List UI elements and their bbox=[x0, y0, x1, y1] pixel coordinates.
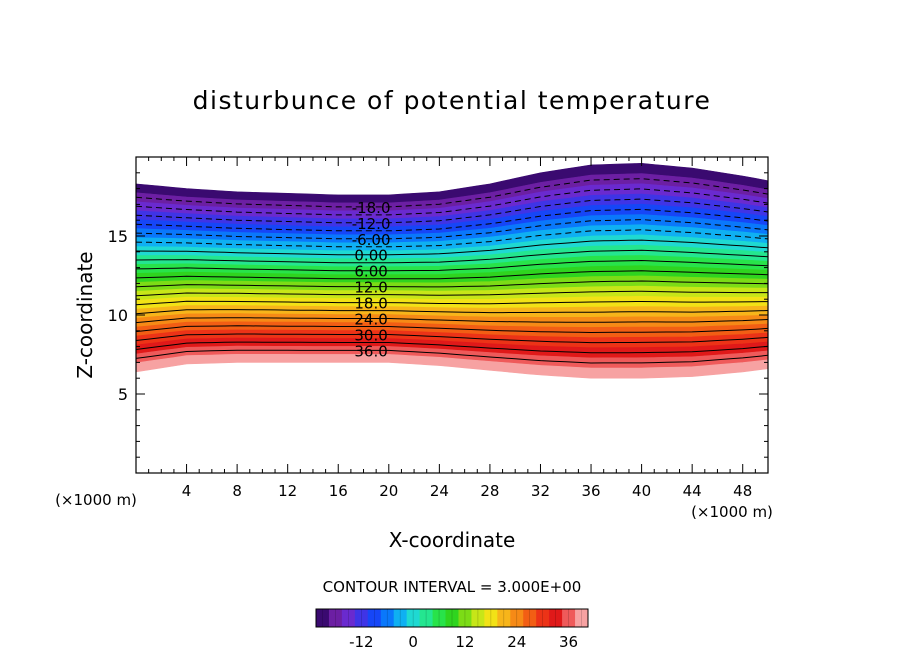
contour-line bbox=[135, 229, 769, 248]
contour-line bbox=[135, 309, 769, 315]
contour-label: 36.0 bbox=[354, 342, 387, 360]
y-tick-label: 15 bbox=[108, 227, 128, 246]
colorbar-frame bbox=[315, 608, 589, 628]
x-tick-label: 8 bbox=[232, 482, 242, 500]
contour-line bbox=[135, 188, 769, 216]
x-tick-label: 48 bbox=[733, 482, 752, 500]
colorbar-tick-label: 12 bbox=[455, 633, 474, 651]
contour-label: 0.00 bbox=[354, 247, 387, 265]
colorbar-cell bbox=[484, 609, 498, 627]
x-tick-label: 28 bbox=[480, 482, 499, 500]
x-tick-label: 24 bbox=[430, 482, 449, 500]
colorbar-cell bbox=[510, 609, 524, 627]
contour-label: 30.0 bbox=[354, 326, 387, 344]
colorbar-tick-label: -12 bbox=[349, 633, 374, 651]
contour-line bbox=[135, 341, 769, 354]
contour-line bbox=[135, 333, 769, 344]
colorbar-cell bbox=[497, 609, 511, 627]
contour-line bbox=[135, 259, 769, 272]
x-tick-label: 12 bbox=[278, 482, 297, 500]
colorbar-cell bbox=[575, 609, 589, 627]
contour-line bbox=[135, 178, 769, 208]
contour-line bbox=[135, 270, 769, 280]
contour-interval-label: CONTOUR INTERVAL = 3.000E+00 bbox=[323, 578, 582, 596]
colorbar-tick-label: 24 bbox=[507, 633, 526, 651]
contour-label: 24.0 bbox=[354, 311, 387, 329]
contour-line bbox=[135, 198, 769, 224]
colorbar-cell bbox=[316, 609, 330, 627]
colorbar-cell bbox=[354, 609, 369, 627]
colorbar-cell bbox=[393, 609, 408, 627]
contour-line bbox=[135, 349, 769, 364]
contour-line bbox=[135, 208, 769, 232]
contour-line bbox=[135, 290, 768, 297]
x-tick-label: 36 bbox=[581, 482, 600, 500]
colorbar-cell bbox=[471, 609, 485, 627]
colorbar-cell bbox=[328, 609, 343, 627]
contour-label: 12.0 bbox=[354, 279, 387, 297]
y-tick-label: 5 bbox=[118, 385, 128, 404]
contour-line bbox=[135, 300, 769, 306]
y-tick-label: 10 bbox=[108, 306, 128, 325]
chart-title: disturbunce of potential temperature bbox=[192, 86, 712, 115]
contour-label: -12.0 bbox=[352, 215, 391, 233]
x-tick-label: 40 bbox=[632, 482, 651, 500]
colorbar-cell bbox=[523, 609, 537, 627]
colorbar-cell bbox=[536, 609, 550, 627]
contour-label: -18.0 bbox=[352, 199, 391, 217]
colorbar-cell bbox=[406, 609, 421, 627]
x-unit-left: (×1000 m) bbox=[55, 491, 137, 509]
contour-line bbox=[135, 317, 769, 324]
colorbar-cell bbox=[380, 609, 395, 627]
colorbar-cell bbox=[549, 609, 563, 627]
contour-line bbox=[135, 219, 769, 240]
colorbar-cell bbox=[419, 609, 434, 627]
x-tick-label: 32 bbox=[531, 482, 550, 500]
x-tick-label: 16 bbox=[329, 482, 348, 500]
x-tick-label: 20 bbox=[379, 482, 398, 500]
colorbar-cell bbox=[341, 609, 356, 627]
colorbar-cell bbox=[445, 609, 459, 627]
contour-line bbox=[135, 239, 769, 256]
x-unit-right: (×1000 m) bbox=[691, 503, 773, 521]
contour-label: 6.00 bbox=[354, 263, 387, 281]
contour-line bbox=[135, 249, 769, 264]
contour-line bbox=[135, 280, 769, 288]
x-axis-label: X-coordinate bbox=[389, 528, 516, 552]
colorbar-cell bbox=[458, 609, 472, 627]
contour-label: -6.00 bbox=[352, 231, 391, 249]
colorbar-tick-label: 36 bbox=[559, 633, 578, 651]
contour-line bbox=[135, 325, 769, 334]
colorbar-tick-label: 0 bbox=[408, 633, 418, 651]
colorbar-cell bbox=[432, 609, 447, 627]
x-tick-label: 4 bbox=[182, 482, 192, 500]
colorbar-cell bbox=[562, 609, 576, 627]
y-axis-label: Z-coordinate bbox=[73, 251, 97, 378]
colorbar-cell bbox=[367, 609, 382, 627]
x-tick-label: 44 bbox=[683, 482, 702, 500]
contour-label: 18.0 bbox=[354, 295, 387, 313]
